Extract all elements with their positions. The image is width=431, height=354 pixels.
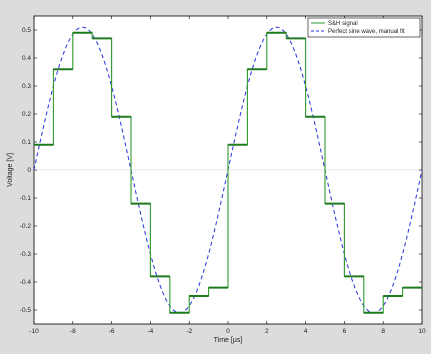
- legend-label-sine-fit: Perfect sine wave, manual fit: [328, 29, 405, 35]
- x-tick-label: 10: [418, 328, 426, 335]
- y-tick-label: 0.1: [22, 139, 31, 146]
- x-tick-label: -4: [148, 328, 154, 335]
- y-tick-label: 0.2: [22, 111, 31, 118]
- y-tick-label: 0.5: [22, 27, 31, 34]
- y-tick-label: -0.5: [20, 307, 32, 314]
- x-tick-label: -8: [70, 328, 76, 335]
- legend-box: [307, 17, 421, 38]
- y-axis-label: Voltage [V]: [7, 153, 14, 187]
- x-tick-label: 6: [343, 328, 347, 335]
- x-axis-label: Time [µs]: [214, 337, 243, 344]
- y-tick-label: -0.2: [20, 223, 32, 230]
- x-tick-label: -2: [186, 328, 192, 335]
- legend-label-sh-signal: S&H signal: [328, 21, 358, 27]
- legend: S&H signal Perfect sine wave, manual fit: [307, 17, 421, 38]
- x-tick-label: -10: [29, 328, 39, 335]
- x-tick-label: -6: [109, 328, 115, 335]
- y-tick-label: 0.4: [22, 55, 31, 62]
- axis-ticks: -10 -8 -6 -4 -2 0 2 4 6 8 10 -0.5 -0.4 -0.3 -0.2 -0.1 0 0…: [20, 16, 426, 335]
- y-tick-label: 0: [27, 167, 31, 174]
- x-tick-label: 0: [226, 328, 230, 335]
- y-tick-label: 0.3: [22, 83, 31, 90]
- series-layer: [33, 26, 423, 314]
- x-tick-label: 2: [265, 328, 269, 335]
- y-tick-label: -0.4: [20, 279, 32, 286]
- y-tick-label: -0.3: [20, 251, 32, 258]
- x-tick-label: 4: [304, 328, 308, 335]
- x-tick-label: 8: [381, 328, 385, 335]
- y-tick-label: -0.1: [20, 195, 32, 202]
